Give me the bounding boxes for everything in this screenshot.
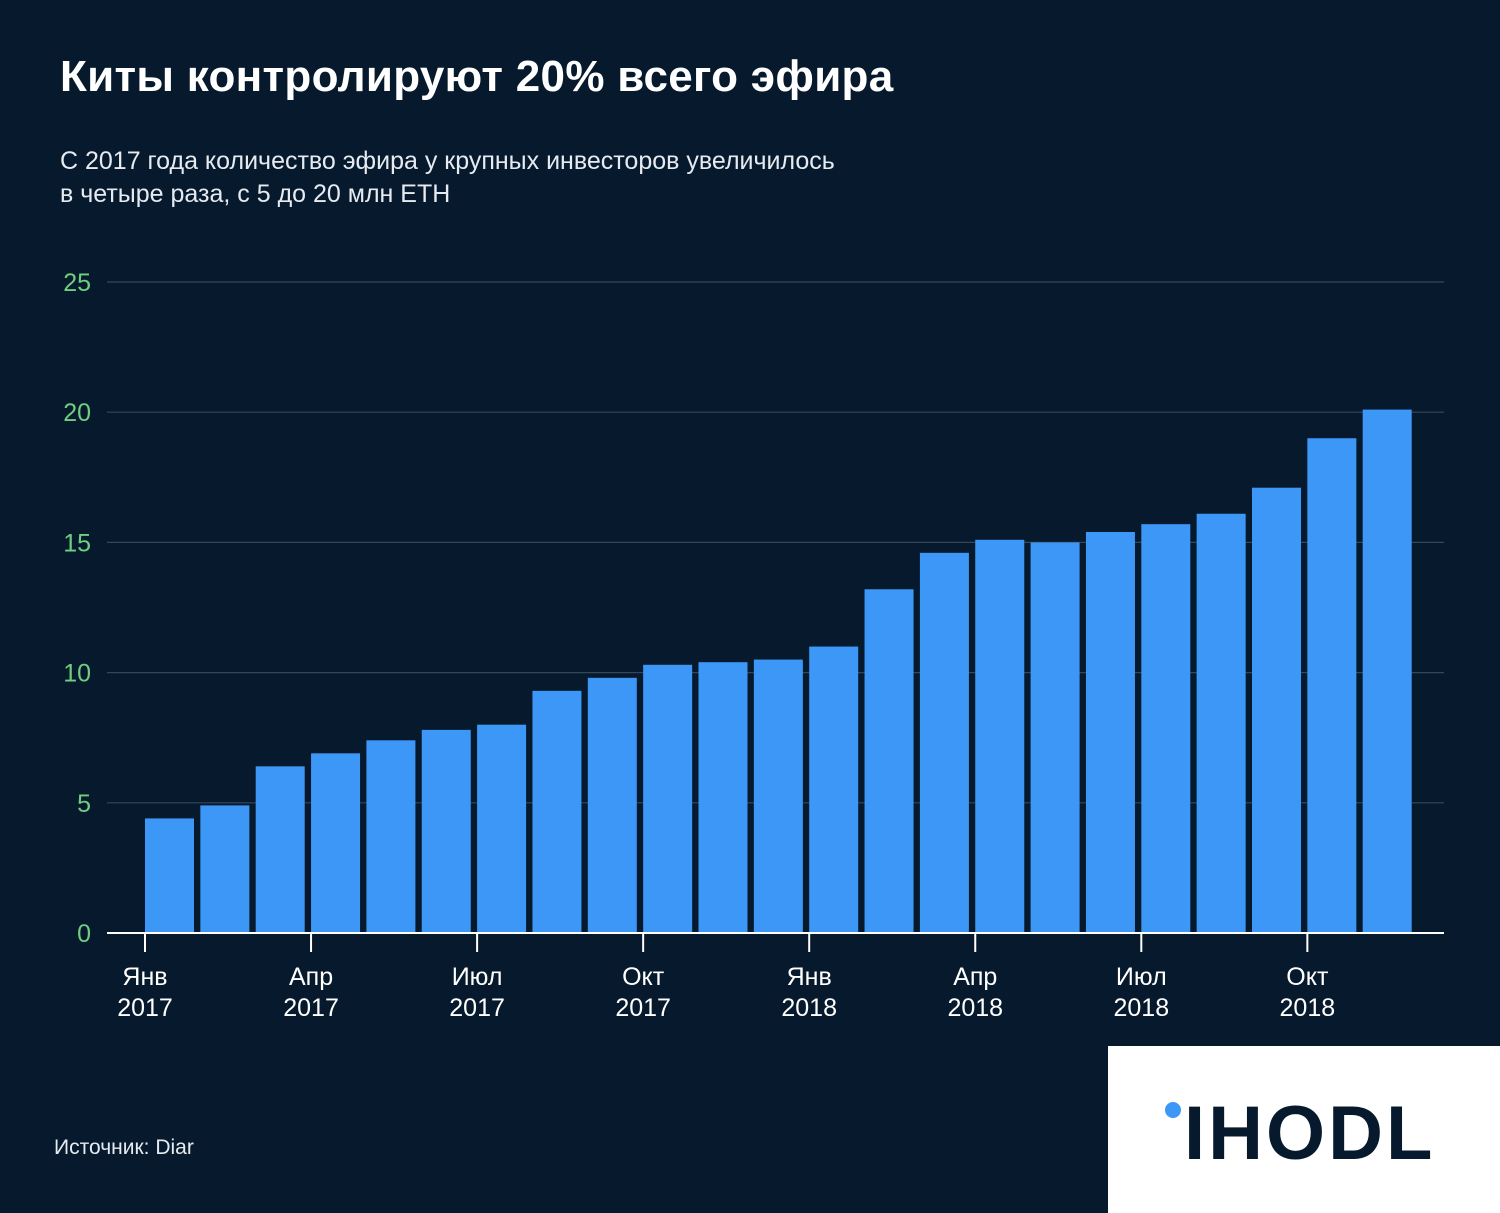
bar-2018-06 (1085, 531, 1135, 933)
chart-subtitle: С 2017 года количество эфира у крупных и… (60, 145, 835, 211)
bar-2018-09 (1252, 487, 1301, 933)
bar-2017-02 (200, 805, 250, 933)
logo-dot-icon (1165, 1102, 1181, 1118)
x-tick-label-year: 2018 (781, 994, 837, 1022)
y-tick-label: 0 (77, 920, 91, 948)
x-tick-label-year: 2017 (615, 994, 671, 1022)
bar-2017-08 (532, 690, 582, 933)
bar-2017-06 (421, 729, 471, 933)
y-tick-label: 5 (77, 790, 91, 818)
y-tick-label: 20 (63, 399, 91, 427)
x-tick-label-year: 2017 (449, 994, 505, 1022)
bar-2017-11 (698, 662, 748, 933)
bar-2018-11 (1362, 409, 1412, 933)
x-tick-label-month: Окт (622, 963, 665, 991)
x-tick-label-month: Янв (122, 963, 167, 991)
chart-title: Киты контролируют 20% всего эфира (60, 52, 894, 101)
x-tick-label-month: Окт (1286, 963, 1329, 991)
x-tick-label-year: 2017 (117, 994, 173, 1022)
ihodl-logo: IHODL (1108, 1046, 1500, 1213)
source-note: Источник: Diar (54, 1136, 194, 1159)
subtitle-line-1: С 2017 года количество эфира у крупных и… (60, 147, 835, 175)
bar-2017-12 (753, 659, 803, 933)
y-tick-label: 10 (63, 660, 91, 688)
x-tick-label-month: Июл (1116, 963, 1167, 991)
x-tick-label-month: Июл (452, 963, 503, 991)
bar-2018-04 (975, 539, 1025, 933)
x-tick-label-year: 2018 (947, 994, 1003, 1022)
bar-2018-01 (809, 646, 859, 933)
y-tick-label: 25 (63, 269, 91, 297)
bar-2018-08 (1196, 513, 1246, 933)
bar-2017-07 (477, 724, 527, 933)
x-tick-label-year: 2017 (283, 994, 339, 1022)
bar-2017-05 (366, 740, 416, 933)
bar-2018-07 (1141, 524, 1191, 933)
bar-2018-10 (1307, 438, 1357, 933)
bar-2018-02 (864, 589, 914, 933)
x-tick-label-month: Апр (953, 963, 997, 991)
bar-2017-01 (145, 818, 194, 933)
x-tick-label-year: 2018 (1280, 994, 1336, 1022)
y-tick-label: 15 (63, 529, 91, 557)
y-tick-labels: 0 5 10 15 20 25 (63, 269, 91, 948)
subtitle-line-2: в четыре раза, с 5 до 20 млн ETH (60, 180, 451, 208)
x-axis (107, 932, 1444, 952)
logo-wordmark: IHODL (1184, 1091, 1436, 1176)
bar-2018-05 (1030, 542, 1080, 933)
x-tick-label-month: Апр (289, 963, 333, 991)
bar-2017-09 (587, 677, 637, 933)
bar-2017-10 (643, 664, 693, 933)
bars (145, 409, 1412, 933)
x-tick-label-year: 2018 (1113, 994, 1169, 1022)
bar-2017-04 (311, 753, 361, 933)
x-tick-labels: Янв 2017 Апр 2017 Июл 2017 Окт 2017 Янв 2018 Апр 20… (117, 963, 1335, 1022)
bar-2017-03 (255, 766, 305, 933)
bar-2018-03 (919, 552, 969, 933)
x-tick-label-month: Янв (787, 963, 832, 991)
